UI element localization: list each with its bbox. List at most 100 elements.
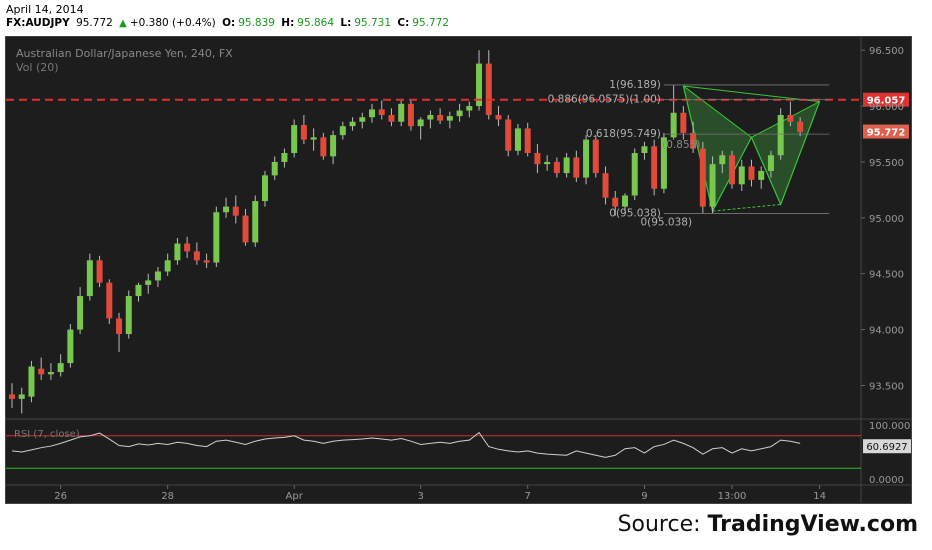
candle-body (77, 296, 84, 330)
y-tick-label: 94.500 (869, 270, 904, 281)
candle-body (135, 284, 142, 297)
candle-body (690, 132, 697, 149)
candle-body (758, 170, 765, 180)
fib-label: 1(96.189) (609, 79, 661, 91)
y-tick-label: 95.500 (869, 158, 904, 169)
last-price: 95.772 (76, 17, 113, 29)
pattern-fill-bcd (751, 101, 820, 205)
candle-body (300, 125, 307, 140)
high-label: H: (281, 17, 295, 29)
x-tick-label: 14 (813, 491, 826, 502)
fib-extra-label: 0(95.038) (640, 217, 692, 229)
candle-body (125, 296, 132, 335)
candle-body (563, 157, 570, 174)
source-brand: TradingView.com (707, 512, 918, 537)
candle-body (378, 109, 385, 115)
candle-body (602, 173, 609, 198)
candle-body (680, 112, 687, 133)
rsi-pane: 100.0000 60.6927 0.0000 (6, 421, 911, 486)
candle-body (398, 103, 405, 122)
candle-body (748, 166, 755, 180)
chart-title: Australian Dollar/Japanese Yen, 240, FX (16, 47, 233, 60)
candle-body (154, 271, 161, 281)
y-tick-label: 96.000 (869, 102, 904, 113)
price-chart[interactable]: 96.057 95.772 1(96.189) 0.886(96.0575)(1.0… (6, 37, 911, 503)
candle-body (427, 115, 434, 120)
low-label: L: (340, 17, 352, 29)
candle-body (476, 63, 483, 107)
candle-body (86, 260, 93, 297)
chart-frame[interactable]: 96.057 95.772 1(96.189) 0.886(96.0575)(1.0… (5, 36, 912, 504)
candle-body (719, 155, 726, 165)
candle-body (203, 260, 210, 263)
candle-body (213, 212, 220, 263)
rsi-label: RSI (7, close) (14, 429, 80, 440)
price-levels: 96.057 95.772 (6, 92, 909, 139)
candle-body (534, 153, 541, 165)
chart-subtitle: Vol (20) (16, 61, 59, 74)
candle-body (446, 116, 453, 121)
candle-body (38, 368, 45, 375)
candle-body (505, 119, 512, 151)
price-change: +0.380 (+0.4%) (129, 17, 216, 29)
axes: 96.500 96.000 95.500 95.000 94.500 94.000 93.5… (54, 46, 904, 502)
candle-body (47, 372, 54, 375)
pattern-fill-xab (683, 85, 752, 212)
candle-body (417, 119, 424, 127)
open-label: O: (222, 17, 236, 29)
candle-body (631, 153, 638, 196)
candle-body (96, 260, 103, 283)
candle-body (18, 394, 25, 399)
candle-body (729, 155, 736, 185)
close-label: C: (397, 17, 410, 29)
candle-body (573, 157, 580, 178)
candle-body (223, 206, 230, 213)
x-tick-label: 9 (641, 491, 647, 502)
fib-label: 0.886(96.0575)(1.00) (548, 94, 661, 106)
pattern-bd-line (751, 101, 820, 138)
candle-body (583, 139, 590, 178)
open-value: 95.839 (238, 17, 275, 29)
low-value: 95.731 (354, 17, 392, 29)
candle-body (242, 215, 249, 243)
candle-body (388, 115, 395, 122)
y-tick-label: 95.000 (869, 214, 904, 225)
rsi-last-badge (863, 439, 911, 454)
x-tick-label: 7 (525, 491, 531, 502)
candle-body (485, 63, 492, 115)
candle-body (544, 161, 551, 165)
y-tick-label: 94.000 (869, 326, 904, 337)
candle-body (466, 106, 473, 111)
candle-body (592, 139, 599, 174)
candle-body (787, 115, 794, 122)
candle-body (437, 115, 444, 121)
price-level-badge (863, 124, 909, 139)
candle-body (184, 243, 191, 252)
candle-body (709, 164, 716, 207)
grid (6, 37, 911, 503)
candle-body (349, 121, 356, 127)
candle-body (738, 166, 745, 185)
fib-label: 0(95.038) (609, 208, 661, 220)
candle-body (67, 329, 74, 364)
candle-body (456, 110, 463, 117)
rsi-y-tick-label: 100.0000 (869, 421, 911, 432)
candle-body (359, 117, 366, 122)
candle-body (252, 201, 259, 243)
candle-body (164, 260, 171, 272)
x-tick-label: 26 (54, 491, 67, 502)
candle-body (641, 146, 648, 153)
candle-body (9, 394, 15, 399)
fib-label: 0.618(95.749) (586, 128, 661, 140)
candle-body (621, 195, 628, 207)
price-level-badge (863, 92, 909, 107)
candle-body (145, 280, 152, 285)
x-tick-label: 13:00 (718, 491, 747, 502)
pattern-xb-line (683, 85, 752, 138)
x-tick-label: Apr (286, 491, 304, 502)
y-tick-label: 93.500 (869, 381, 904, 392)
candle-body (797, 121, 804, 132)
candle-body (232, 206, 239, 216)
high-value: 95.864 (297, 17, 335, 29)
symbol: FX:AUDJPY (6, 17, 70, 29)
